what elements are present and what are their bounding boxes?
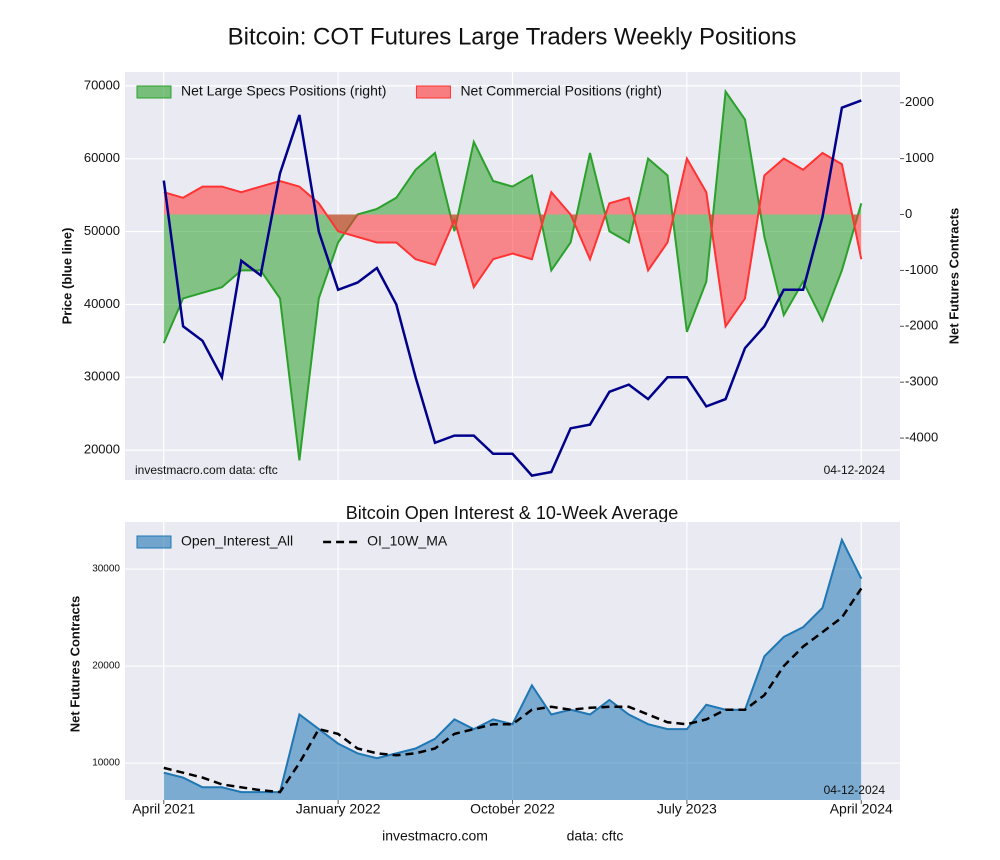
y2-tick-label: 0 <box>905 206 912 221</box>
legend-swatch <box>136 85 172 99</box>
series-line <box>162 88 863 461</box>
y2-tick-label: -1000 <box>905 262 938 277</box>
legend-label: OI_10W_MA <box>367 533 448 549</box>
footer: investmacro.com <box>382 828 488 844</box>
y-tick-label: 30000 <box>84 369 120 384</box>
area-fill <box>163 153 862 327</box>
y2-tick-label: -2000 <box>905 318 938 333</box>
area-fill <box>163 91 862 461</box>
x-tick-label: July 2023 <box>657 801 717 817</box>
series-line <box>162 99 862 477</box>
y-tick-label: 30000 <box>92 564 120 575</box>
x-tick-label: April 2024 <box>830 801 893 817</box>
annotation: investmacro.com data: cftc <box>135 463 278 477</box>
legend-swatch <box>415 85 451 99</box>
annotation: 04-12-2024 <box>824 783 886 797</box>
y-axis-label: Price (blue line) <box>59 228 74 325</box>
legend-label: Net Large Specs Positions (right) <box>181 83 386 99</box>
x-tick-label: October 2022 <box>470 801 555 817</box>
y-tick-label: 50000 <box>84 223 120 238</box>
x-tick-label: April 2021 <box>132 801 195 817</box>
y-axis-label: Net Futures Contracts <box>67 596 82 733</box>
series-line <box>163 587 863 794</box>
legend-label: Open_Interest_All <box>181 533 293 549</box>
x-tick-label: January 2022 <box>296 801 381 817</box>
y2-tick-label: 2000 <box>905 94 934 109</box>
y-tick-label: 10000 <box>92 758 120 769</box>
footer: data: cftc <box>567 828 624 844</box>
plot-area <box>162 88 863 477</box>
chart-title: Bitcoin Open Interest & 10-Week Average <box>346 503 679 523</box>
chart-title: Bitcoin: COT Futures Large Traders Weekl… <box>228 23 797 50</box>
y-tick-label: 20000 <box>84 442 120 457</box>
y-tick-label: 70000 <box>84 77 120 92</box>
y2-tick-label: -3000 <box>905 374 938 389</box>
y2-tick-label: 1000 <box>905 150 934 165</box>
y-tick-label: 40000 <box>84 296 120 311</box>
y2-tick-label: -4000 <box>905 430 938 445</box>
y-tick-label: 60000 <box>84 150 120 165</box>
legend-swatch <box>136 535 172 549</box>
plot-area <box>163 537 863 800</box>
y2-axis-label: Net Futures Contracts <box>946 208 961 345</box>
legend-label: Net Commercial Positions (right) <box>460 83 662 99</box>
y-tick-label: 20000 <box>92 661 120 672</box>
annotation: 04-12-2024 <box>824 463 886 477</box>
series-line <box>163 151 863 329</box>
area-fill <box>163 539 862 800</box>
